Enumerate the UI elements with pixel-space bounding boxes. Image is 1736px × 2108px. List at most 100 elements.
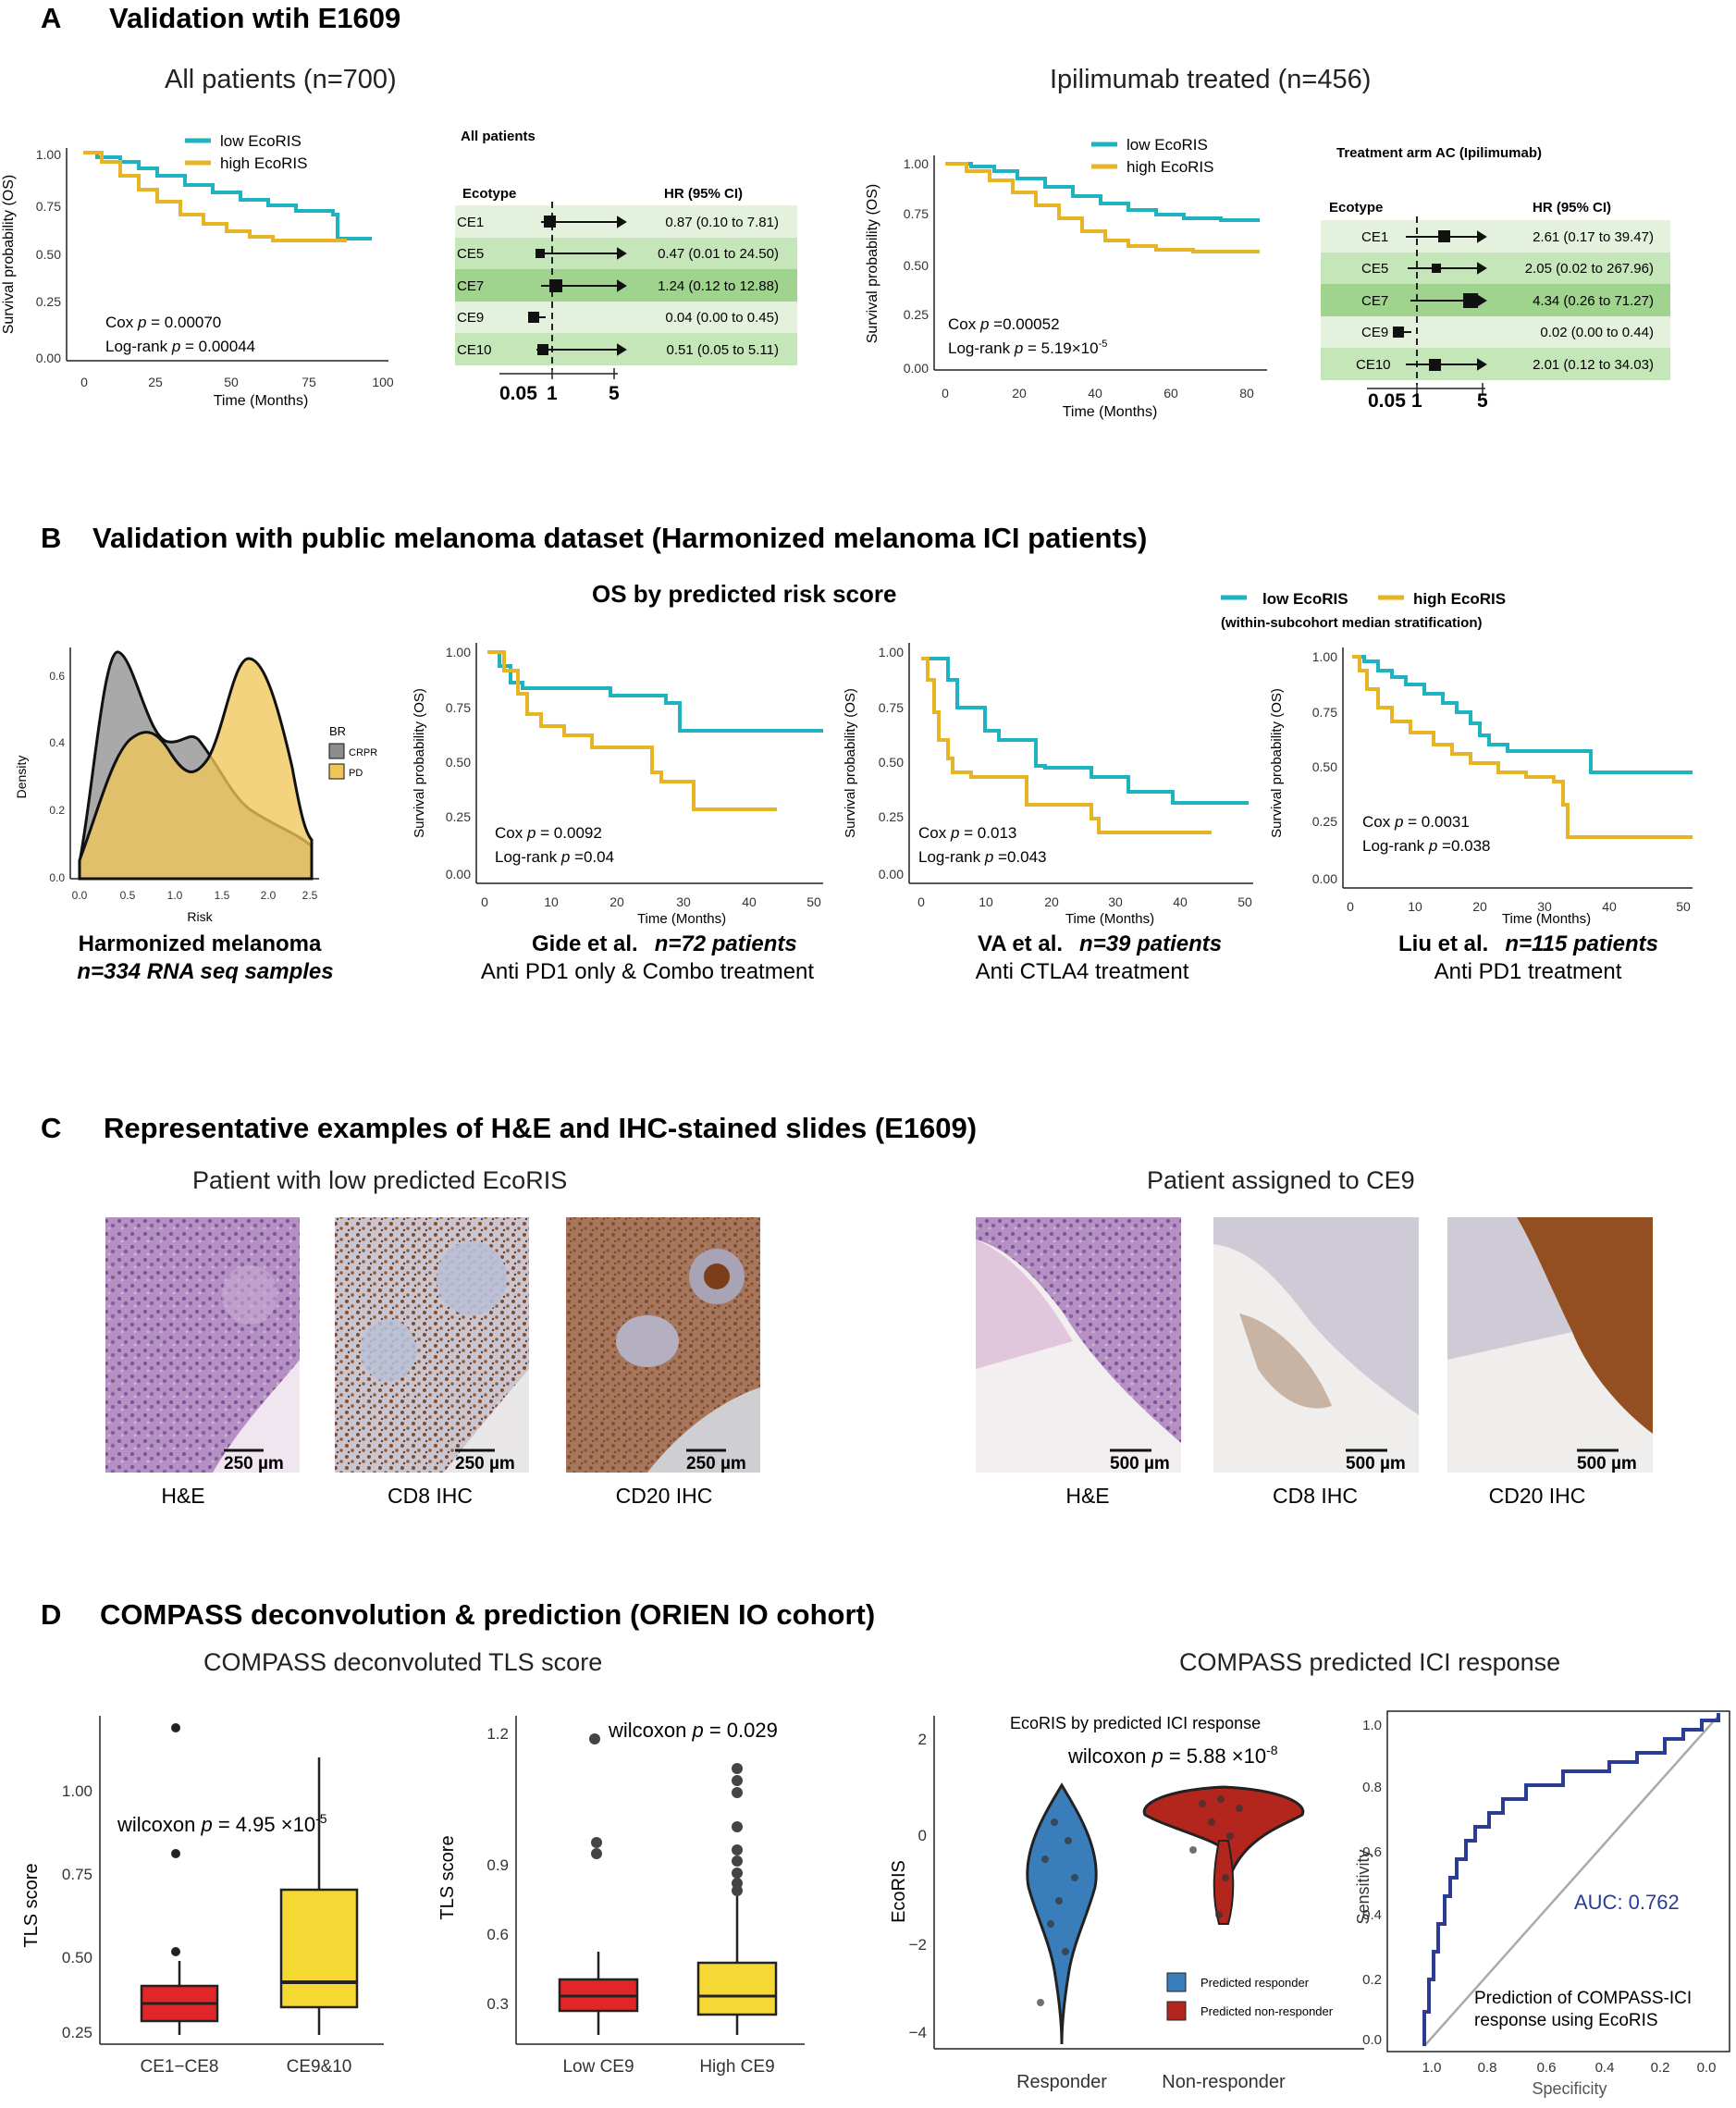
x-tick: 30 [1108, 894, 1123, 909]
km-curve-low [1352, 655, 1693, 774]
violin-jitter [1037, 1795, 1243, 2006]
forest-row-hr: 0.04 (0.00 to 0.45) [665, 310, 779, 326]
forest-arrow [617, 216, 627, 228]
forest-row-hr: 2.05 (0.02 to 267.96) [1525, 261, 1654, 277]
legend-label-high: high EcoRIS [1127, 158, 1214, 176]
x-tick: High CE9 [699, 2057, 774, 2077]
x-tick: 0.0 [72, 889, 88, 902]
forest-point [1429, 359, 1441, 371]
y-tick: 0.6 [1362, 1844, 1382, 1860]
roc-curve: 0.0 0.2 0.4 0.6 0.8 1.0 1.0 0.8 0.6 0.4 … [1354, 1710, 1730, 2098]
forest-point [549, 279, 562, 292]
legend-label-high: high EcoRIS [1413, 590, 1506, 608]
slide-cd20-ce9: 500 µm CD20 IHC [1447, 1217, 1653, 1508]
jitter-point [1215, 1911, 1223, 1918]
slide-tissue [976, 1217, 1181, 1443]
y-tick: 0.75 [879, 700, 904, 715]
y-tick: 0.4 [1362, 1907, 1382, 1923]
outlier [732, 1763, 743, 1774]
density-legend-title: BR [329, 724, 346, 738]
logrank-stat: Log-rank p =0.043 [918, 848, 1047, 866]
roc-note-1: Prediction of COMPASS-ICI [1474, 1989, 1692, 2008]
x-tick: 20 [609, 894, 624, 909]
forest-row-label: CE10 [1356, 357, 1391, 373]
y-tick: 1.00 [36, 147, 61, 162]
scale-label: 250 µm [686, 1454, 746, 1473]
cox-stat: Cox p = 0.013 [918, 824, 1016, 842]
x-axis-label: Risk [187, 909, 213, 924]
boxplot-tls-ce9: 0.3 0.6 0.9 1.2 Low CE9 High CE9 TLS sco… [437, 1716, 805, 2077]
outlier [732, 1844, 743, 1855]
x-tick: 0 [942, 386, 949, 401]
x-tick: 0.4 [1595, 2060, 1615, 2076]
density-legend-swatch-crpr [328, 743, 345, 759]
y-tick: 0.6 [49, 670, 65, 683]
boxplot-tls-ecotype: 0.25 0.50 0.75 1.00 CE1−CE8 CE9&10 TLS s… [21, 1716, 384, 2077]
scale-label: 250 µm [455, 1454, 515, 1473]
y-tick: 0.25 [879, 809, 904, 824]
density-legend-label: PD [349, 768, 363, 779]
x-ticks: 0 25 50 75 100 [80, 375, 394, 389]
y-tick: 0.75 [904, 206, 929, 221]
km-plot-all-patients: 0.00 0.25 0.50 0.75 1.00 0 25 50 75 100 … [1, 132, 394, 409]
slide-feature [213, 1360, 300, 1473]
panel-d-heading: COMPASS deconvolution & prediction (ORIE… [100, 1598, 875, 1631]
y-axis-label: Survival probability (OS) [865, 184, 880, 344]
forest-title: Treatment arm AC (Ipilimumab) [1336, 145, 1542, 161]
x-tick: 10 [1408, 899, 1422, 914]
y-tick: 0.75 [62, 1866, 92, 1883]
y-ticks: 0.25 0.50 0.75 1.00 [62, 1782, 92, 2041]
slide-feature [222, 1265, 277, 1325]
y-tick: 0.4 [49, 736, 65, 749]
y-tick: 0.25 [1312, 814, 1337, 829]
y-tick: 0.50 [879, 755, 904, 770]
jitter-point [1047, 1920, 1054, 1928]
forest-labels: CE1 CE5 CE7 CE9 CE10 [457, 215, 492, 358]
y-tick: 0.00 [879, 867, 904, 881]
km-curve-low [945, 162, 1260, 222]
study-caption-name: VA et al. n=39 patients [978, 931, 1222, 956]
forest-tick-label: 0.05 [499, 383, 537, 404]
y-tick: 0.25 [36, 294, 61, 309]
jitter-point [1222, 1874, 1229, 1881]
cox-stat: Cox p = 0.00070 [105, 314, 221, 331]
x-tick: Low CE9 [562, 2057, 634, 2077]
forest-row-bg [455, 302, 797, 333]
forest-plot-ipilimumab: Treatment arm AC (Ipilimumab) Ecotype HR… [1321, 145, 1670, 412]
forest-row-label: CE9 [1361, 325, 1388, 340]
slide-label: CD8 IHC [1273, 1484, 1358, 1508]
panel-c-left-title: Patient with low predicted EcoRIS [192, 1166, 567, 1194]
cox-stat: Cox p =0.00052 [948, 315, 1060, 333]
panel-d-left-title: COMPASS deconvoluted TLS score [203, 1648, 602, 1676]
cox-stat: Cox p = 0.0031 [1362, 813, 1470, 831]
density-pd [78, 657, 314, 881]
box-high-ce9 [696, 1961, 778, 2016]
slide-feature [616, 1315, 679, 1367]
x-tick: 20 [1472, 899, 1487, 914]
x-tick: 50 [806, 894, 821, 909]
x-tick: 75 [302, 375, 316, 389]
outlier [171, 1947, 180, 1956]
scale-label: 500 µm [1577, 1454, 1637, 1473]
km-plot-ipilimumab: 0.00 0.25 0.50 0.75 1.00 0 20 40 60 80 T… [865, 136, 1267, 420]
forest-hr-values: 2.61 (0.17 to 39.47) 2.05 (0.02 to 267.9… [1525, 229, 1654, 373]
panel-a-heading: Validation wtih E1609 [109, 2, 400, 34]
x-axis-label: Specificity [1532, 2079, 1607, 2098]
x-tick: 20 [1044, 894, 1059, 909]
panel-b-heading: Validation with public melanoma dataset … [92, 522, 1147, 554]
panel-a-letter: A [41, 2, 61, 34]
x-tick: 0.5 [120, 889, 136, 902]
forest-row-label: CE1 [457, 215, 484, 230]
logrank-stat: Log-rank p =0.04 [495, 848, 614, 866]
y-axis-label: TLS score [437, 1835, 458, 1919]
x-tick: 0.2 [1651, 2060, 1670, 2076]
y-axis-label: TLS score [21, 1863, 42, 1947]
jitter-point [1199, 1800, 1206, 1807]
y-tick: 0.8 [1362, 1780, 1382, 1795]
y-tick: 0.00 [904, 361, 929, 376]
density-caption: Harmonized melanoma [79, 931, 322, 956]
jitter-point [1217, 1795, 1225, 1803]
logrank-stat: Log-rank p =0.038 [1362, 837, 1491, 855]
y-tick: 0.0 [1362, 2032, 1382, 2048]
roc-note-2: response using EcoRIS [1474, 2011, 1658, 2030]
